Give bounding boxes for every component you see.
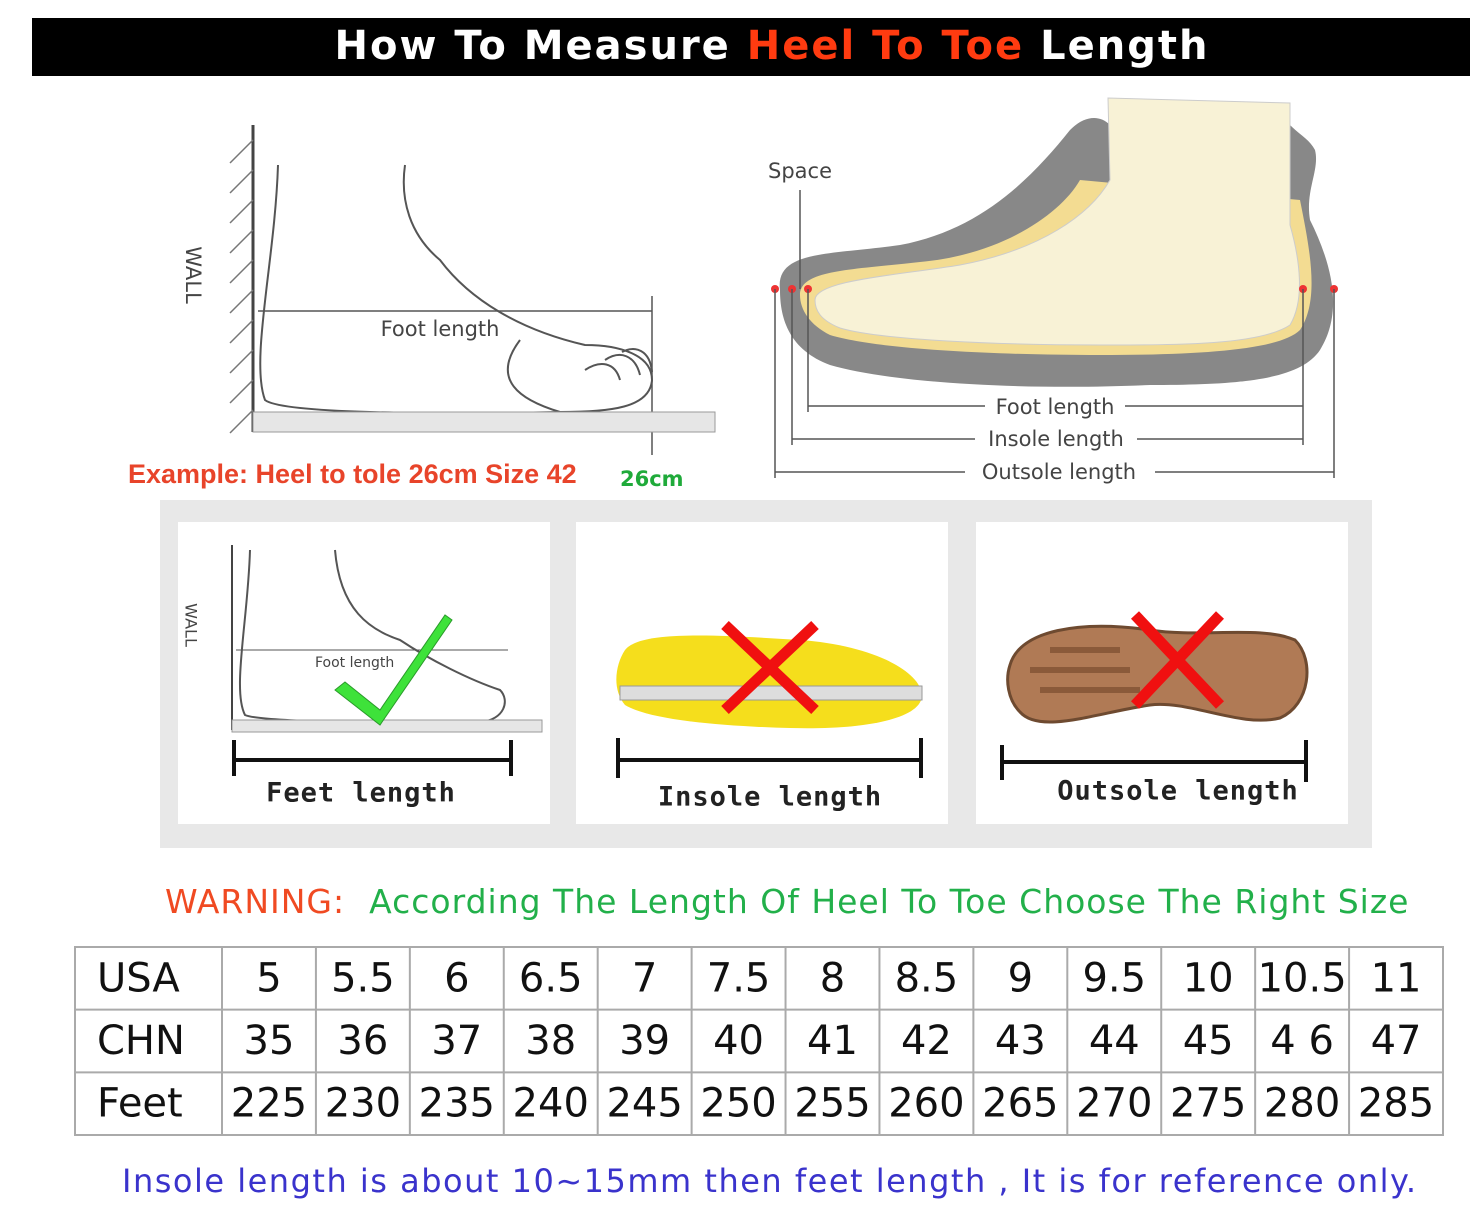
wall-label: WALL [181,246,205,304]
header-title: How To Measure Heel To Toe Length [335,23,1210,69]
table-cell: 280 [1264,1081,1340,1127]
table-cell: 265 [982,1081,1058,1127]
table-cell: 38 [525,1018,576,1064]
table-cell: 285 [1358,1081,1434,1127]
table-cell: 260 [888,1081,964,1127]
table-cell: 45 [1183,1018,1234,1064]
warning-label: WARNING: [165,882,345,921]
table-cell: 225 [231,1081,307,1127]
table-cell: 9 [1008,955,1033,1001]
panel-outsole [1000,611,1309,782]
table-cell: 6.5 [519,955,583,1001]
foot-diagram: WALL Foot length [181,125,716,455]
table-cell: 10.5 [1258,955,1347,1001]
header-bar [32,18,1470,76]
panel-wall-label: WALL [182,603,201,647]
panel-caption: Outsole length [1057,776,1299,807]
table-cell: 250 [700,1081,776,1127]
table-cell: 235 [419,1081,495,1127]
table-cell: 10 [1183,955,1234,1001]
title-part: Length [1040,23,1209,69]
warning: WARNING: According The Length Of Heel To … [165,882,1409,921]
table-cell: 41 [807,1018,858,1064]
table-cell: 8.5 [895,955,959,1001]
table-cell: 245 [606,1081,682,1127]
row-header: USA [97,955,180,1001]
shoe-diagram: Space Foot length Insole length Outsole … [768,97,1338,486]
table-cell: 6 [444,955,469,1001]
panel-insole [616,621,923,778]
measure-mark: 26cm [620,467,684,491]
foot-length-label: Foot length [381,317,500,341]
space-label: Space [768,159,832,183]
size-table: USA 5 5.5 6 6.5 7 7.5 8 8.5 9 9.5 10 10.5 11 CHN 35 36 37… [74,946,1444,1136]
row-header: Feet [97,1081,183,1127]
shoe-label: Insole length [988,427,1124,451]
table-cell: 7.5 [707,955,771,1001]
table-cell: 42 [901,1018,952,1064]
example-text: Example: Heel to tole 26cm Size 42 [128,459,577,489]
table-cell: 39 [619,1018,670,1064]
panel-foot: WALL Foot length [182,545,543,776]
table-cell: 11 [1371,955,1422,1001]
table-cell: 4 6 [1270,1018,1334,1064]
footnote: Insole length is about 10~15mm then feet… [122,1162,1418,1200]
table-cell: 47 [1371,1018,1422,1064]
table-cell: 35 [244,1018,295,1064]
table-cell: 8 [820,955,845,1001]
shoe-label: Foot length [996,395,1115,419]
title-highlight: Heel To Toe [747,23,1024,69]
table-cell: 255 [794,1081,870,1127]
table-cell: 240 [513,1081,589,1127]
table-cell: 36 [337,1018,388,1064]
table-cell: 230 [325,1081,401,1127]
table-cell: 44 [1089,1018,1140,1064]
panel-foot-label: Foot length [315,655,394,671]
table-cell: 5.5 [331,955,395,1001]
title-part: How To Measure [335,23,731,69]
table-cell: 37 [431,1018,482,1064]
table-cell: 7 [632,955,657,1001]
table-frame [74,946,1444,1136]
table-cell: 9.5 [1082,955,1146,1001]
shoe-label: Outsole length [982,460,1136,484]
warning-text: According The Length Of Heel To Toe Choo… [369,882,1409,921]
table-cell: 275 [1170,1081,1246,1127]
panel-caption: Insole length [658,782,882,813]
row-header: CHN [97,1018,185,1064]
panel-caption: Feet length [266,778,456,809]
table-cell: 43 [995,1018,1046,1064]
table-cell: 40 [713,1018,764,1064]
table-cell: 270 [1076,1081,1152,1127]
table-cell: 5 [256,955,281,1001]
